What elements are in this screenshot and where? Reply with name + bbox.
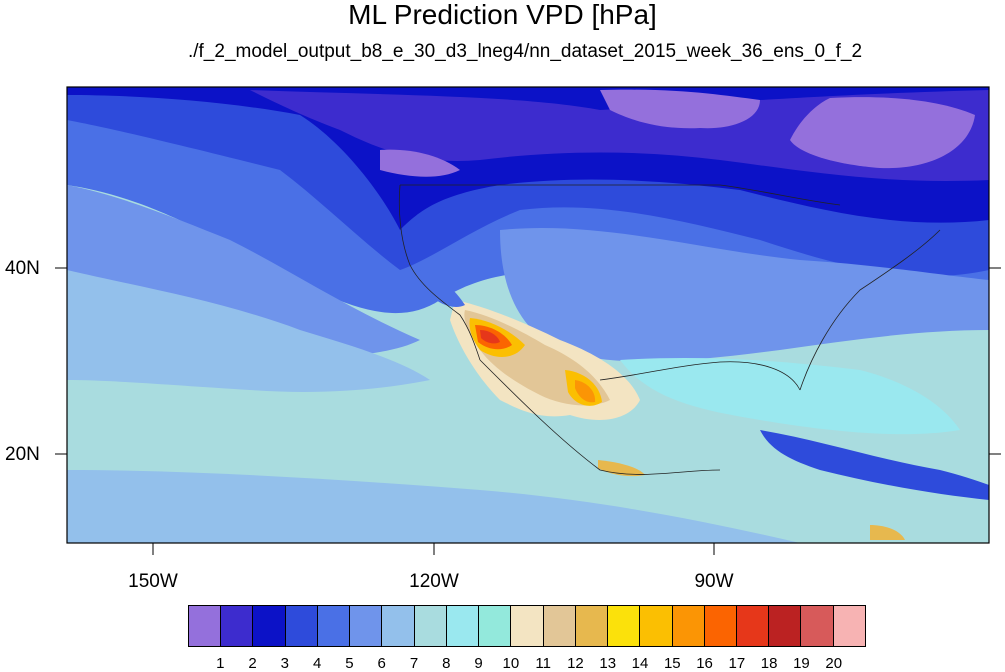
colorbar-box xyxy=(640,606,673,646)
colorbar-box xyxy=(350,606,383,646)
field-baja-blue xyxy=(420,270,465,307)
colorbar-box xyxy=(414,606,447,646)
field-us-mid xyxy=(500,227,989,362)
colorbar-label: 8 xyxy=(442,655,451,672)
colorbar-box xyxy=(575,606,609,646)
colorbar xyxy=(188,605,866,647)
map-title: ML Prediction VPD [hPa] xyxy=(348,0,657,30)
colorbar-label: 4 xyxy=(312,655,322,672)
colorbar-label: 18 xyxy=(760,655,778,672)
field-caribbean xyxy=(760,430,989,500)
map-ticks xyxy=(55,267,1001,555)
field-sw-core xyxy=(480,330,500,344)
colorbar-label: 14 xyxy=(631,655,649,672)
ytick-label-40n: 40N xyxy=(5,258,40,279)
colorbar-box xyxy=(189,606,222,646)
west-coast-line xyxy=(398,184,481,361)
colorbar-box xyxy=(382,606,415,646)
field-low-vpd-patch-3 xyxy=(380,149,460,177)
us-canada-border xyxy=(400,184,841,206)
colorbar-label: 7 xyxy=(409,655,419,672)
map-frame xyxy=(66,86,990,544)
colorbar-box xyxy=(511,606,544,646)
colorbar-label: 1 xyxy=(216,655,225,672)
xtick-label-90w: 90W xyxy=(694,571,734,592)
field-low-vpd-patch-2 xyxy=(790,97,975,169)
colorbar-box xyxy=(221,606,254,646)
mexico-coast-line xyxy=(479,359,721,475)
colorbar-label: 6 xyxy=(377,655,386,672)
colorbar-label: 20 xyxy=(825,655,843,672)
colorbar-box xyxy=(543,606,576,646)
field-pacific-light xyxy=(67,270,430,392)
colorbar-box xyxy=(479,606,512,646)
coastlines xyxy=(398,184,941,475)
map-field xyxy=(67,87,989,543)
field-gulf-cyan xyxy=(620,358,960,435)
colorbar-label: 15 xyxy=(663,655,681,672)
ytick-label-20n: 20N xyxy=(5,444,40,465)
colorbar-label: 2 xyxy=(248,655,257,672)
colorbar-box xyxy=(285,606,318,646)
colorbar-label: 9 xyxy=(474,655,483,672)
colorbar-label: 3 xyxy=(280,655,290,672)
colorbar-label: 13 xyxy=(599,655,617,672)
colorbar-label: 12 xyxy=(567,655,584,672)
colorbar-box xyxy=(769,606,802,646)
xtick-label-150w: 150W xyxy=(128,571,178,592)
colorbar-box xyxy=(317,606,351,646)
colorbar-box xyxy=(736,606,770,646)
colorbar-box xyxy=(833,606,865,646)
colorbar-box xyxy=(704,606,737,646)
colorbar-box xyxy=(801,606,834,646)
colorbar-box xyxy=(253,606,286,646)
field-mexico-core xyxy=(575,380,596,403)
east-coast-line xyxy=(799,229,941,391)
colorbar-label: 17 xyxy=(728,655,746,672)
colorbar-box xyxy=(608,606,641,646)
colorbar-label: 10 xyxy=(502,655,520,672)
field-subtropical-light xyxy=(67,470,800,543)
xtick-label-120w: 120W xyxy=(409,571,459,592)
field-low-vpd-patch-1 xyxy=(600,89,760,129)
map-subtitle: ./f_2_model_output_b8_e_30_d3_lneg4/nn_d… xyxy=(187,41,863,62)
colorbar-label: 16 xyxy=(696,655,713,672)
gulf-coast-line xyxy=(599,361,801,391)
vpd-map xyxy=(55,86,1001,555)
colorbar-label: 5 xyxy=(345,655,354,672)
field-se-corner xyxy=(870,525,905,540)
colorbar-label: 11 xyxy=(535,655,551,672)
colorbar-box xyxy=(446,606,480,646)
colorbar-label: 19 xyxy=(793,655,810,672)
colorbar-box xyxy=(672,606,705,646)
